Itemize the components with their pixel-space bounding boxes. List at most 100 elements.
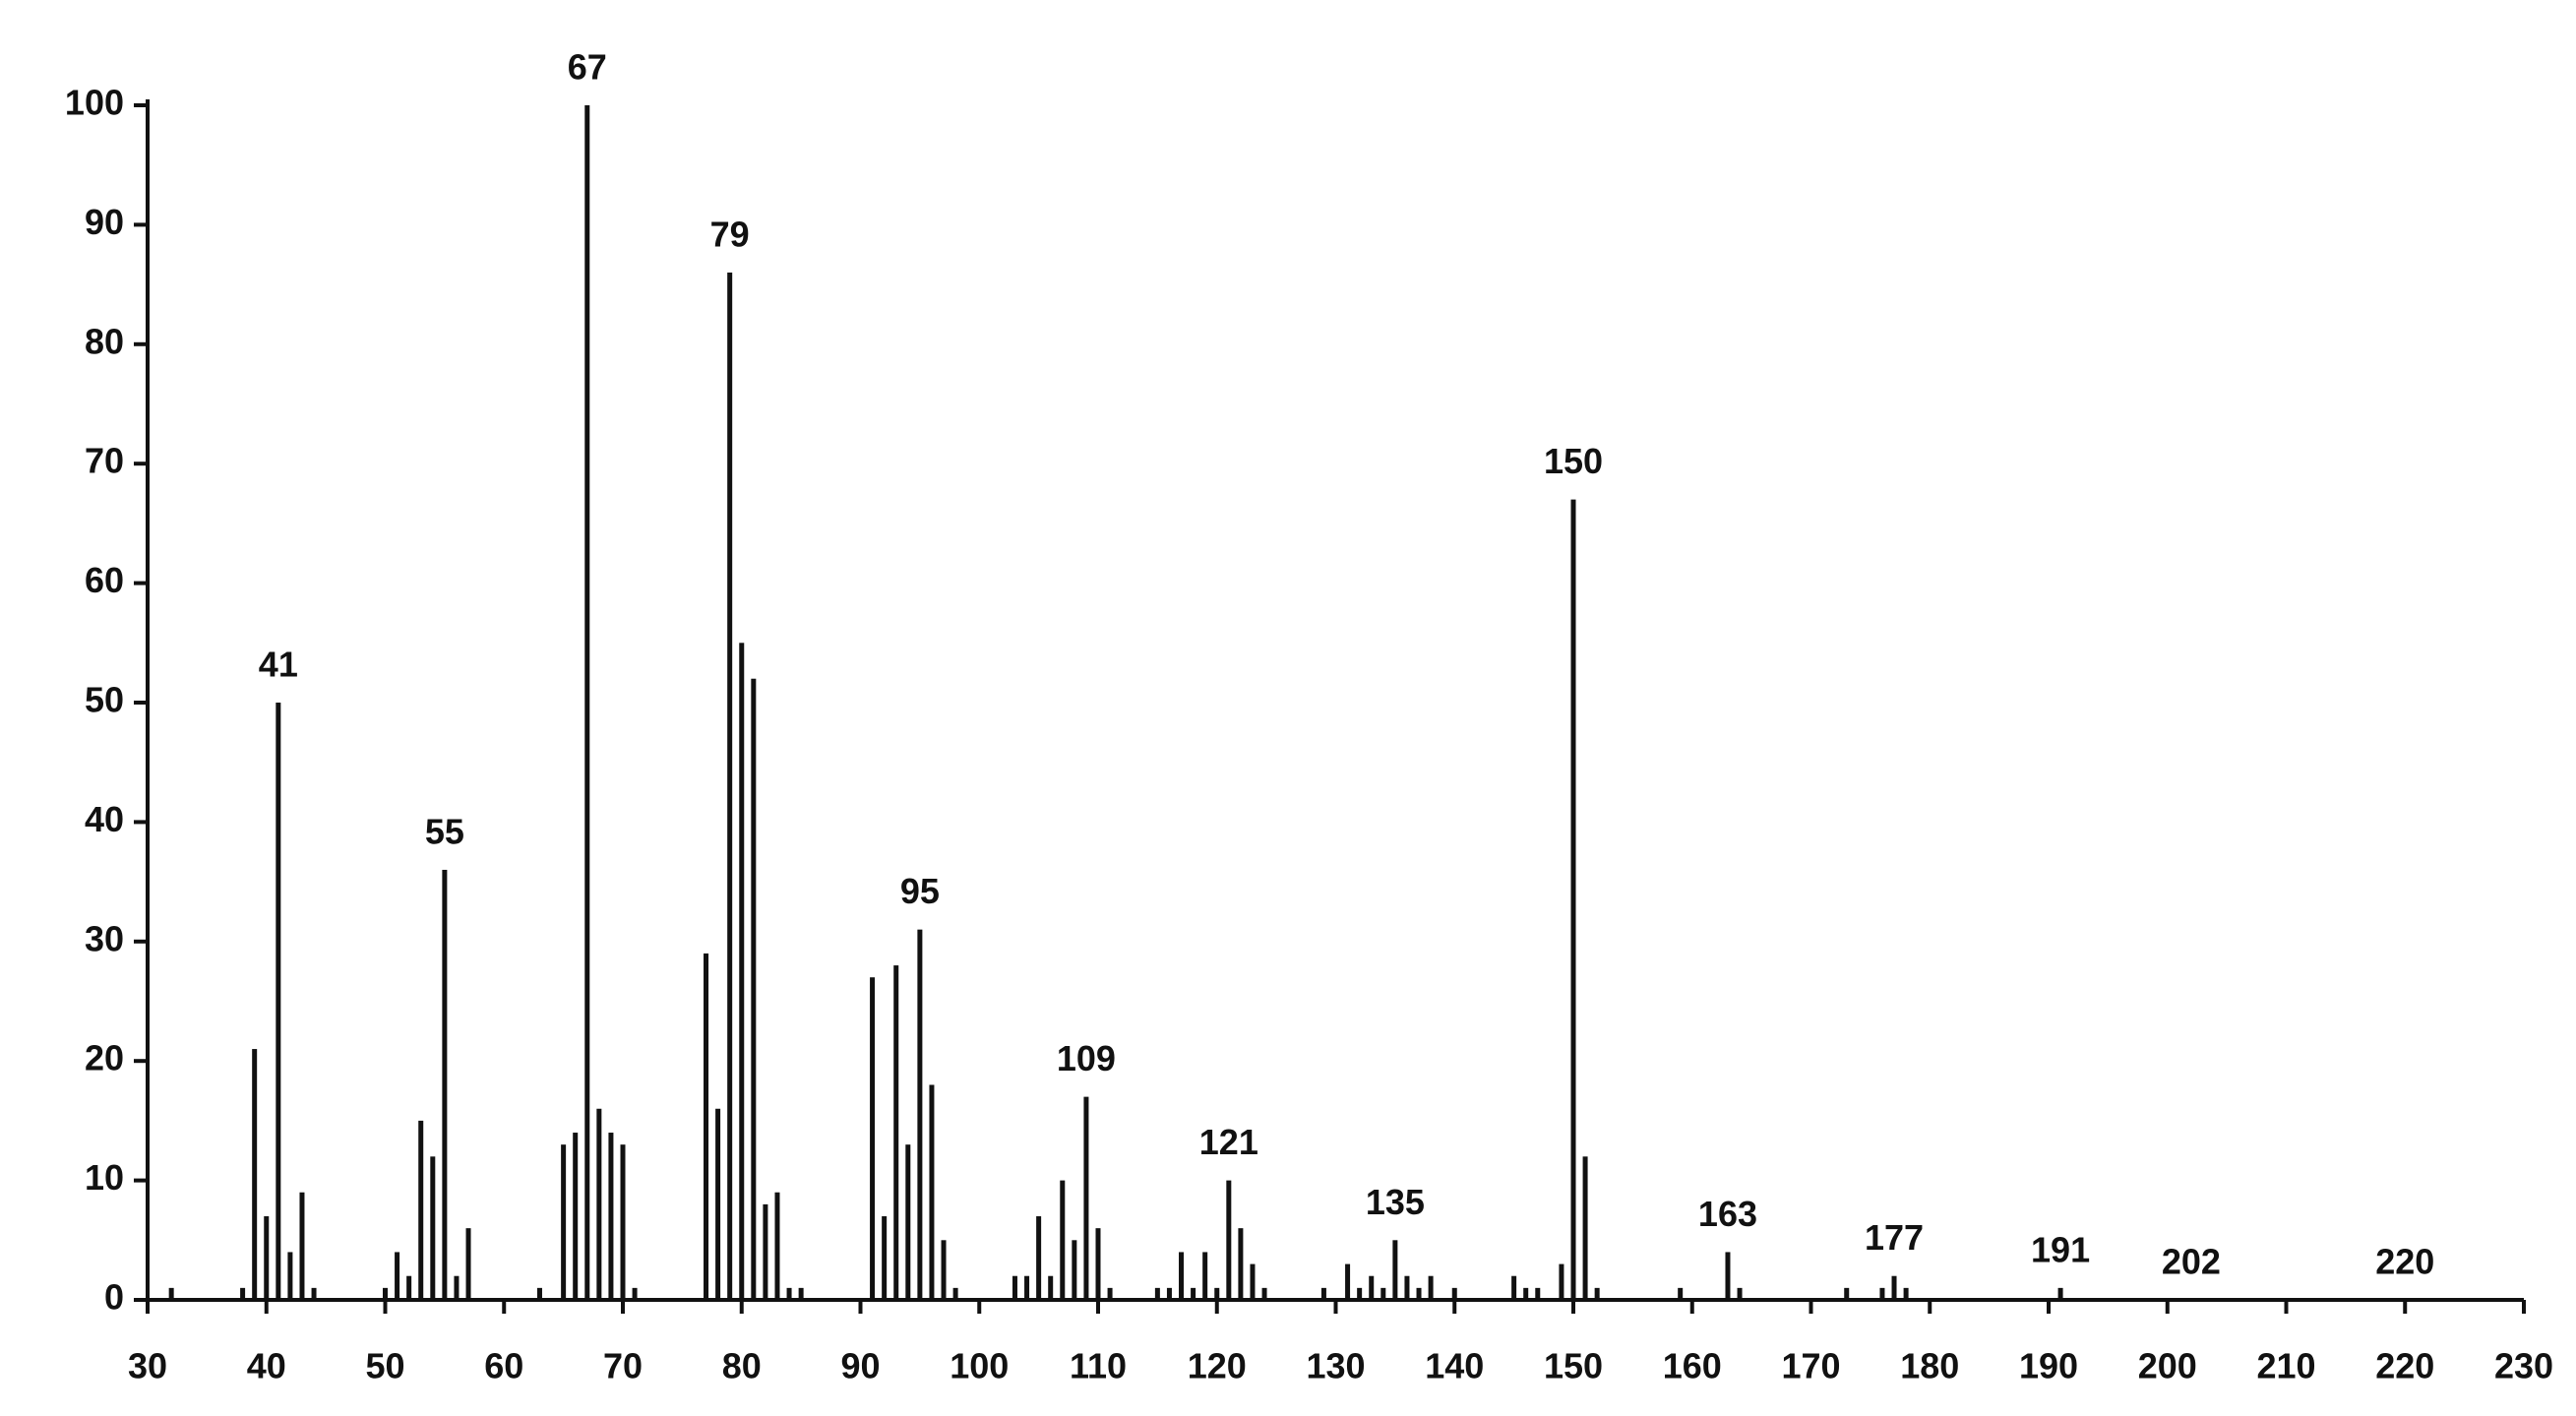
- peak-label: 150: [1544, 441, 1603, 481]
- y-tick-label: 100: [65, 83, 124, 123]
- bar: [929, 1084, 935, 1300]
- bar: [1166, 1287, 1172, 1300]
- x-tick-label: 70: [603, 1346, 643, 1386]
- bar: [1570, 499, 1576, 1300]
- bar: [608, 1133, 614, 1300]
- x-tick-label: 120: [1188, 1346, 1247, 1386]
- bar: [264, 1216, 270, 1300]
- bar: [442, 869, 448, 1300]
- bar: [395, 1252, 400, 1300]
- x-tick-label: 210: [2256, 1346, 2315, 1386]
- bar: [1261, 1287, 1267, 1300]
- bar: [2057, 1287, 2063, 1300]
- bar: [561, 1144, 567, 1300]
- bar: [1214, 1287, 1220, 1300]
- bar: [1024, 1275, 1030, 1300]
- y-tick-label: 80: [85, 321, 124, 361]
- bar: [917, 929, 923, 1300]
- peak-label: 177: [1865, 1217, 1924, 1258]
- x-tick-label: 160: [1663, 1346, 1722, 1386]
- x-tick-label: 90: [840, 1346, 880, 1386]
- y-tick-label: 60: [85, 560, 124, 600]
- bar: [418, 1120, 424, 1300]
- bar: [620, 1144, 626, 1300]
- y-tick-label: 40: [85, 799, 124, 839]
- bar: [465, 1228, 471, 1300]
- bar: [1238, 1228, 1244, 1300]
- bar: [1083, 1096, 1089, 1300]
- bar: [1582, 1156, 1588, 1300]
- bar: [1250, 1263, 1256, 1300]
- x-tick-label: 80: [722, 1346, 762, 1386]
- x-tick-label: 100: [950, 1346, 1009, 1386]
- bar: [1535, 1287, 1541, 1300]
- x-tick-label: 60: [484, 1346, 523, 1386]
- bar: [882, 1216, 888, 1300]
- x-tick-label: 30: [128, 1346, 167, 1386]
- bar: [168, 1287, 174, 1300]
- x-tick-label: 130: [1306, 1346, 1365, 1386]
- bar: [1559, 1263, 1564, 1300]
- bar: [763, 1203, 768, 1300]
- bar: [299, 1192, 305, 1300]
- y-tick-label: 0: [104, 1277, 124, 1318]
- bar: [584, 105, 590, 1300]
- bar: [287, 1252, 293, 1300]
- x-tick-label: 140: [1425, 1346, 1484, 1386]
- peak-label: 191: [2031, 1229, 2090, 1269]
- bar: [941, 1240, 947, 1300]
- bar: [798, 1287, 804, 1300]
- bar: [276, 703, 281, 1300]
- bar: [1844, 1287, 1850, 1300]
- x-tick-label: 190: [2019, 1346, 2078, 1386]
- x-tick-label: 220: [2375, 1346, 2434, 1386]
- bar: [1416, 1287, 1422, 1300]
- bar: [1511, 1275, 1517, 1300]
- bar: [1369, 1275, 1375, 1300]
- x-tick-label: 110: [1070, 1346, 1127, 1386]
- bar: [1392, 1240, 1398, 1300]
- bar: [1048, 1275, 1054, 1300]
- bar: [1357, 1287, 1363, 1300]
- peak-label: 121: [1199, 1122, 1258, 1162]
- y-tick-label: 10: [85, 1157, 124, 1198]
- bar: [383, 1287, 388, 1300]
- peak-label: 55: [425, 811, 464, 851]
- bar: [751, 678, 757, 1300]
- bar: [1903, 1287, 1909, 1300]
- peak-label: 79: [710, 214, 750, 254]
- x-tick-label: 170: [1781, 1346, 1840, 1386]
- bar: [406, 1275, 412, 1300]
- bar: [704, 953, 709, 1300]
- bar: [1523, 1287, 1529, 1300]
- bar: [1737, 1287, 1743, 1300]
- bar: [1428, 1275, 1434, 1300]
- y-tick-label: 30: [85, 918, 124, 958]
- bar: [240, 1287, 246, 1300]
- bar: [1060, 1180, 1066, 1300]
- bar: [1012, 1275, 1017, 1300]
- bar: [1191, 1287, 1196, 1300]
- bar: [573, 1133, 579, 1300]
- bar: [1891, 1275, 1897, 1300]
- bar: [1036, 1216, 1042, 1300]
- peak-label: 41: [259, 645, 298, 685]
- bar: [1678, 1287, 1684, 1300]
- bar: [739, 643, 745, 1300]
- bar: [893, 965, 899, 1300]
- bar: [715, 1108, 721, 1300]
- x-tick-label: 40: [247, 1346, 286, 1386]
- y-tick-label: 50: [85, 680, 124, 720]
- bar: [727, 272, 733, 1301]
- bar: [1154, 1287, 1160, 1300]
- bar: [870, 977, 876, 1300]
- y-tick-label: 20: [85, 1038, 124, 1078]
- bar: [1345, 1263, 1351, 1300]
- y-tick-label: 90: [85, 202, 124, 242]
- bar: [536, 1287, 542, 1300]
- bar: [786, 1287, 792, 1300]
- bar: [1320, 1287, 1326, 1300]
- bar: [252, 1049, 258, 1300]
